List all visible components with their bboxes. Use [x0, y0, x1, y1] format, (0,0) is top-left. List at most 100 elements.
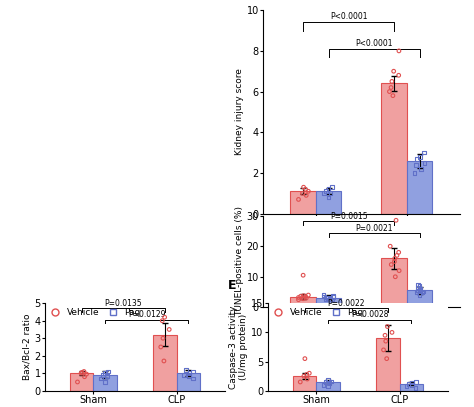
Point	[296, 379, 304, 385]
Point	[412, 385, 419, 391]
Point	[295, 296, 302, 303]
Point	[416, 292, 423, 298]
Bar	[154, 335, 177, 391]
Y-axis label: Bax/Bcl-2 ratio: Bax/Bcl-2 ratio	[23, 314, 32, 380]
Point	[388, 329, 396, 336]
Point	[297, 293, 304, 300]
Point	[320, 382, 328, 388]
Point	[160, 358, 168, 364]
Point	[158, 317, 166, 324]
Bar	[407, 291, 432, 307]
Point	[420, 149, 428, 156]
Point	[305, 292, 312, 298]
Bar	[316, 382, 339, 391]
Point	[391, 258, 398, 265]
Point	[393, 252, 401, 259]
Point	[380, 347, 387, 353]
Bar	[316, 298, 341, 307]
Point	[386, 88, 393, 95]
Point	[324, 383, 332, 389]
Point	[325, 194, 332, 201]
Point	[419, 289, 427, 296]
Point	[99, 372, 107, 378]
Point	[413, 289, 420, 295]
Point	[417, 166, 425, 172]
Point	[189, 375, 197, 382]
Point	[383, 323, 391, 330]
Bar	[291, 191, 316, 214]
Point	[300, 292, 307, 299]
Point	[386, 243, 394, 249]
Point	[329, 294, 337, 300]
Point	[324, 295, 331, 301]
Point	[319, 292, 327, 298]
Point	[327, 190, 334, 197]
Bar	[93, 375, 117, 391]
Point	[408, 379, 416, 386]
Point	[302, 186, 310, 193]
Text: P=0.0022: P=0.0022	[328, 299, 365, 308]
Point	[324, 377, 332, 383]
Point	[409, 382, 416, 388]
Point	[299, 294, 306, 301]
Point	[185, 372, 193, 379]
Point	[411, 170, 419, 176]
Point	[180, 372, 188, 378]
Point	[414, 281, 421, 288]
Point	[300, 373, 308, 379]
Point	[301, 355, 309, 362]
Point	[413, 155, 420, 162]
Point	[392, 217, 400, 223]
Point	[305, 188, 312, 195]
Point	[387, 84, 395, 91]
Point	[161, 314, 168, 320]
Text: P<0.0001: P<0.0001	[356, 39, 393, 48]
Bar	[376, 338, 400, 391]
Y-axis label: TUNEL-positive cells (%): TUNEL-positive cells (%)	[235, 206, 244, 317]
Point	[295, 294, 302, 301]
Bar	[177, 373, 200, 391]
Point	[390, 68, 398, 74]
Legend: Vehicle, Paq: Vehicle, Paq	[265, 304, 367, 320]
Point	[421, 160, 428, 166]
Point	[395, 249, 402, 256]
Point	[165, 326, 173, 333]
Text: P<0.0001: P<0.0001	[330, 12, 367, 21]
Point	[104, 368, 112, 375]
Point	[101, 370, 109, 376]
Point	[327, 378, 335, 385]
Point	[395, 48, 403, 54]
Point	[419, 288, 427, 295]
Point	[78, 369, 86, 376]
Point	[412, 379, 419, 385]
Point	[81, 374, 88, 380]
Point	[416, 286, 423, 292]
Bar	[293, 376, 316, 391]
Point	[403, 383, 410, 389]
Y-axis label: Caspase-3 activity
(U/mg protein): Caspase-3 activity (U/mg protein)	[229, 305, 248, 389]
Legend: Vehicle, Paq: Vehicle, Paq	[42, 304, 145, 320]
Point	[295, 196, 302, 203]
Point	[322, 188, 330, 195]
Point	[324, 295, 332, 301]
Point	[302, 192, 310, 199]
Point	[389, 92, 397, 99]
Point	[189, 368, 197, 375]
Point	[405, 381, 412, 387]
Point	[80, 368, 88, 375]
Text: P=0.0129: P=0.0129	[128, 311, 165, 319]
Point	[383, 355, 391, 362]
Bar	[316, 191, 341, 214]
Point	[182, 366, 190, 373]
Point	[300, 295, 307, 302]
Bar	[382, 258, 407, 307]
Point	[305, 370, 313, 376]
Point	[395, 267, 403, 274]
Point	[382, 338, 390, 344]
Bar	[70, 373, 93, 391]
Point	[322, 294, 330, 301]
Point	[414, 284, 422, 291]
Point	[299, 190, 306, 197]
Point	[392, 274, 399, 280]
Point	[159, 335, 167, 341]
